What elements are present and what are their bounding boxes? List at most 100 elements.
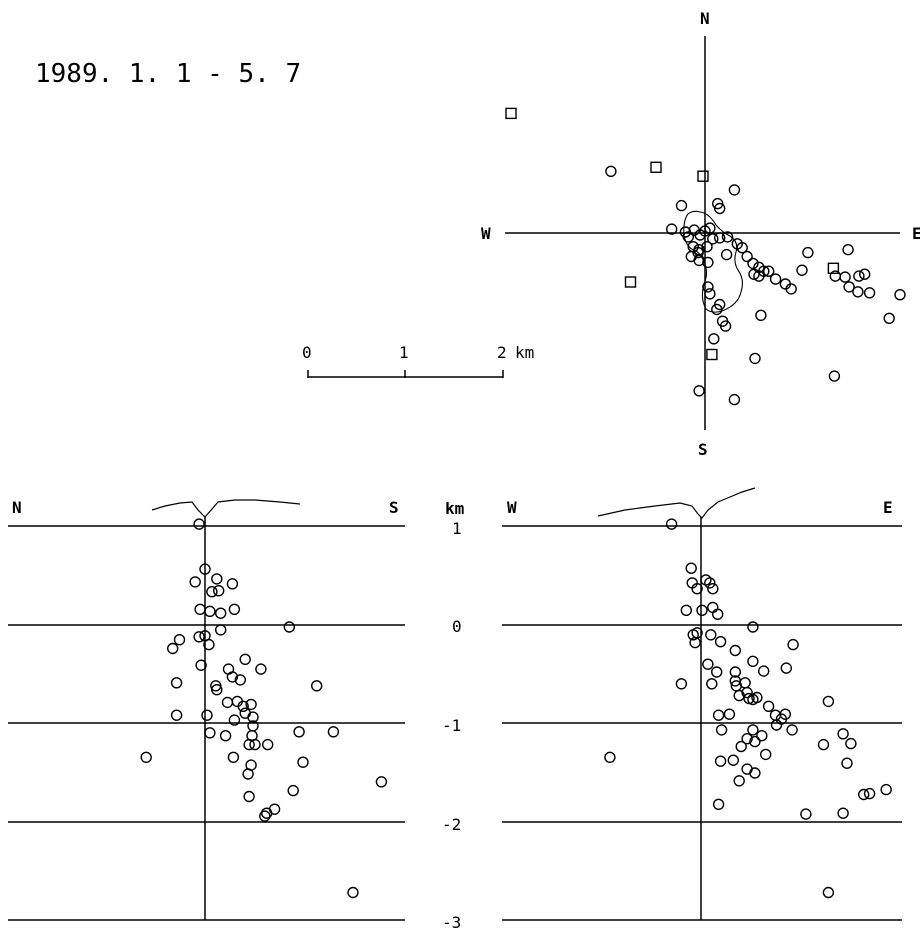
hypocenter-circle [261, 807, 273, 819]
hypocenter-circle [249, 738, 261, 751]
hypocenter-circle [696, 604, 708, 616]
epicenter-circle [702, 256, 714, 269]
hypocenter-circle [214, 607, 227, 619]
epicenter-circle [708, 333, 720, 345]
hypocenter-circle [837, 807, 849, 819]
scale-unit-label: km [515, 343, 534, 362]
hypocenter-circle [880, 783, 892, 796]
hypocenter-circle [747, 621, 759, 633]
hypocenter-circle [712, 798, 725, 810]
hypocenter-circle [779, 708, 791, 720]
epicenter-circle [755, 309, 767, 321]
hypocenter-circle [729, 644, 741, 657]
hypocenter-circle [707, 601, 719, 614]
epicenter-circle [859, 268, 871, 280]
hypocenter-circle [685, 562, 697, 574]
epicenter-circle [853, 270, 865, 282]
epicenter-circle [802, 246, 814, 259]
epicenter-circle [605, 165, 617, 178]
hypocenter-circle [189, 576, 201, 588]
epicenter-circle [704, 222, 716, 234]
hypocenter-circle [199, 563, 211, 575]
hypocenter-circle [770, 719, 783, 731]
summit-crater-outline [683, 210, 744, 313]
epicenter-square [697, 170, 709, 182]
hypocenter-circle [211, 573, 223, 585]
depth-tick-1: 1 [452, 519, 462, 538]
epicenter-circle [843, 281, 855, 293]
epicenter-square [505, 107, 517, 120]
hypocenter-circle [712, 709, 725, 721]
epicenter-circle [712, 197, 724, 210]
hypocenter-circle [243, 738, 255, 751]
hypocenter-circle [733, 775, 745, 787]
hypocenter-circle [247, 711, 259, 723]
hypocenter-circle [705, 629, 717, 641]
hypocenter-circle [226, 671, 239, 683]
epicenter-circle [852, 286, 864, 298]
hypocenter-circle [741, 733, 753, 745]
epicenter-circle [894, 289, 906, 301]
date-range-title: 1989. 1. 1 - 5. 7 [35, 59, 301, 89]
we-section-east-label: E [883, 498, 893, 517]
hypocenter-circle [283, 621, 295, 633]
hypocenter-circle [702, 658, 714, 670]
south-label: S [698, 440, 708, 459]
hypocenter-circle [170, 677, 183, 689]
north-label: N [700, 9, 710, 28]
hypocenter-circle [293, 726, 305, 738]
hypocenter-circle [173, 634, 186, 646]
we-section-west-label: W [507, 498, 517, 517]
hypocenter-circle [221, 696, 234, 709]
ns-section-north-label: N [12, 498, 22, 517]
ns-topography-profile [151, 499, 301, 518]
epicenter-circle [796, 264, 808, 276]
epicenter-circle [675, 199, 688, 212]
epicenter-circle [701, 240, 713, 253]
epicenter-circle [721, 231, 734, 243]
hypocenter-circle [739, 677, 751, 689]
hypocenter-circle [758, 665, 770, 677]
epicenter-circle [692, 246, 704, 259]
hypocenter-circle [687, 629, 699, 641]
hypocenter-circle [234, 674, 247, 686]
epicenter-circle [749, 352, 761, 365]
hypocenter-circle [711, 666, 723, 678]
ns-section-south-label: S [389, 498, 399, 517]
hypocenter-circle [707, 583, 719, 595]
epicenter-circle [707, 233, 719, 245]
epicenter-square [624, 276, 637, 288]
epicenter-circle [747, 257, 759, 270]
hypocenter-circle [226, 578, 239, 590]
west-label: W [481, 224, 491, 243]
hypocenter-circle [239, 653, 251, 665]
hypocenter-circle [204, 727, 216, 739]
hypocenter-circle [206, 586, 218, 598]
we-cross-section: W E [502, 487, 902, 921]
hypocenter-circle [747, 655, 759, 667]
hypocenter-circle [858, 788, 870, 801]
hypocenter-circle [604, 751, 616, 763]
hypocenter-circle [715, 724, 728, 736]
epicenter-circle [863, 287, 876, 299]
hypocenter-circle [841, 757, 853, 769]
map-epicenters [505, 107, 906, 406]
epicenter-square [827, 262, 840, 274]
depth-tick-0: 0 [452, 617, 462, 636]
hypocenter-circle [706, 678, 718, 690]
ns-hypocenters [140, 518, 388, 899]
hypocenter-circle [195, 659, 207, 671]
hypocenter-circle [714, 755, 727, 767]
hypocenter-circle [749, 735, 761, 748]
hypocenter-circle [204, 605, 216, 617]
hypocenter-circle [749, 767, 761, 779]
scale-label-0: 0 [302, 343, 312, 362]
epicenter-circle [704, 288, 716, 300]
hypocenter-circle [243, 790, 255, 803]
hypocenter-circle [675, 678, 688, 690]
epicenter-circle [666, 223, 678, 235]
hypocenter-circle [347, 886, 359, 899]
hypocenter-circle [756, 730, 768, 742]
east-label: E [912, 224, 920, 243]
